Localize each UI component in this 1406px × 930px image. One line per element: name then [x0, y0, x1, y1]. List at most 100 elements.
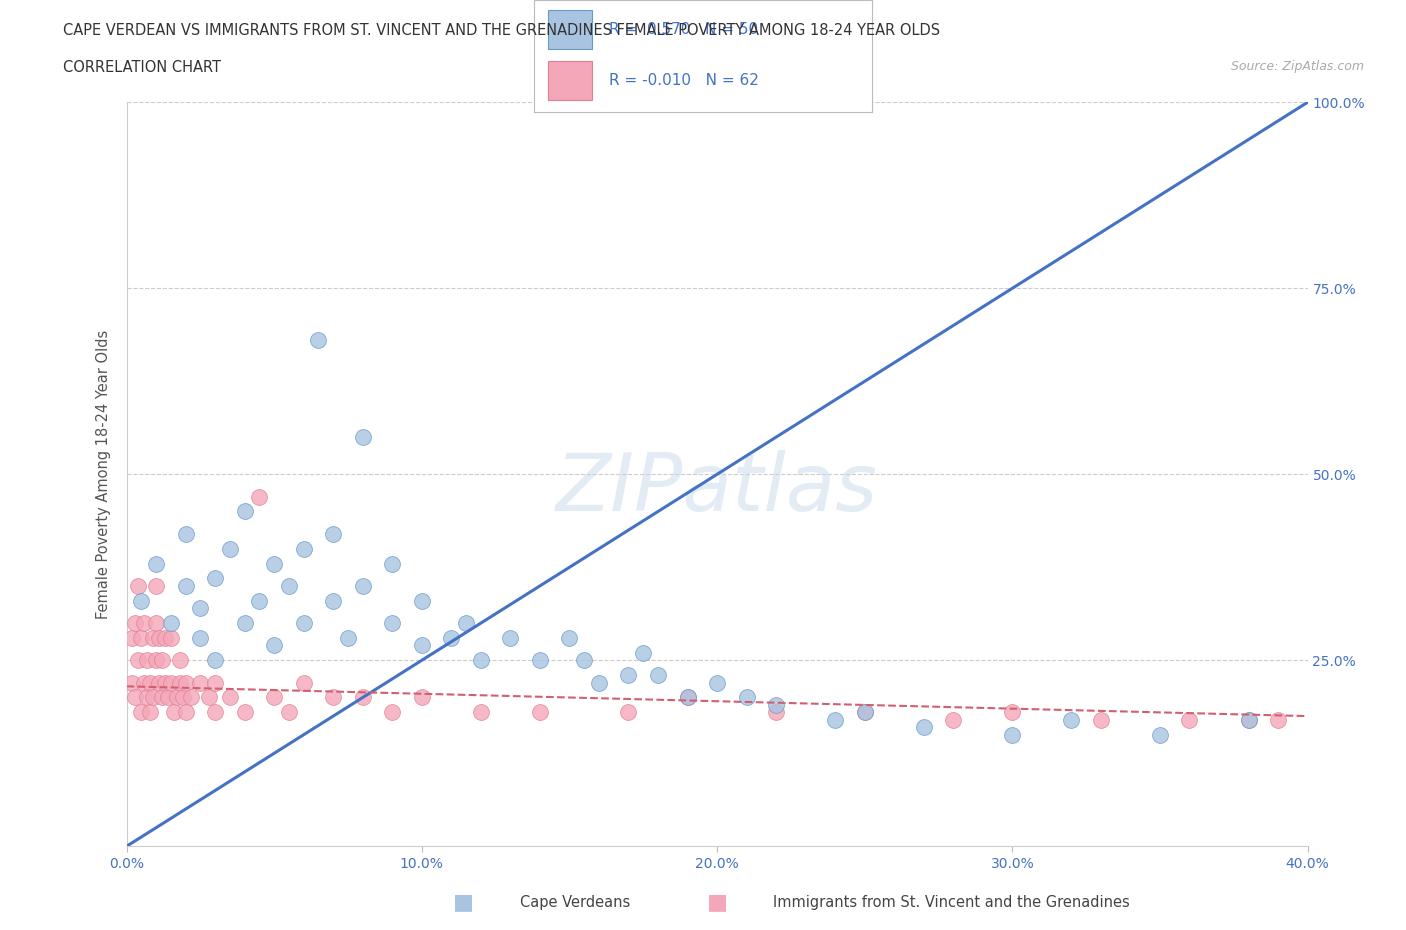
Point — [172, 690, 194, 705]
Point — [129, 631, 153, 645]
Point — [853, 705, 876, 720]
Point — [529, 653, 551, 668]
Point — [1001, 727, 1024, 742]
Point — [263, 690, 285, 705]
Text: R = -0.010   N = 62: R = -0.010 N = 62 — [609, 73, 758, 88]
Point — [381, 556, 404, 571]
Point — [588, 675, 610, 690]
Point — [617, 668, 640, 683]
Point — [352, 690, 374, 705]
Point — [136, 653, 159, 668]
Point — [322, 593, 344, 608]
Point — [136, 690, 159, 705]
Point — [204, 705, 226, 720]
Point — [124, 690, 146, 705]
Point — [411, 690, 433, 705]
Point — [529, 705, 551, 720]
Point — [153, 631, 176, 645]
Point — [1090, 712, 1112, 727]
Point — [1267, 712, 1289, 727]
Point — [159, 616, 183, 631]
Point — [124, 616, 146, 631]
Point — [166, 690, 188, 705]
Point — [735, 690, 758, 705]
Point — [247, 489, 270, 504]
Point — [148, 631, 170, 645]
Point — [233, 616, 256, 631]
Point — [558, 631, 581, 645]
Point — [824, 712, 846, 727]
Point — [352, 578, 374, 593]
Point — [156, 690, 179, 705]
Point — [142, 631, 165, 645]
Point — [174, 675, 197, 690]
Point — [129, 593, 153, 608]
Text: ■: ■ — [454, 892, 474, 912]
Point — [134, 616, 156, 631]
Point — [1149, 727, 1171, 742]
Point — [765, 698, 787, 712]
Point — [381, 705, 404, 720]
Point — [617, 705, 640, 720]
Text: ZIPatlas: ZIPatlas — [555, 450, 879, 528]
Point — [912, 720, 935, 735]
Point — [337, 631, 360, 645]
Point — [1001, 705, 1024, 720]
Point — [204, 653, 226, 668]
Point — [129, 705, 153, 720]
Point — [233, 705, 256, 720]
Point — [150, 653, 173, 668]
Point — [307, 333, 329, 348]
Point — [411, 593, 433, 608]
Point — [440, 631, 463, 645]
Text: CORRELATION CHART: CORRELATION CHART — [63, 60, 221, 75]
Point — [188, 631, 211, 645]
Point — [142, 690, 165, 705]
Point — [204, 571, 226, 586]
Point — [647, 668, 669, 683]
Point — [169, 653, 191, 668]
Point — [454, 616, 477, 631]
Point — [676, 690, 699, 705]
Point — [411, 638, 433, 653]
Point — [180, 690, 202, 705]
Point — [706, 675, 728, 690]
Point — [574, 653, 596, 668]
Bar — [548, 10, 592, 49]
Point — [278, 578, 301, 593]
Point — [139, 675, 162, 690]
Point — [198, 690, 221, 705]
Point — [159, 675, 183, 690]
Point — [127, 653, 149, 668]
Point — [631, 645, 654, 660]
Point — [233, 504, 256, 519]
Point — [139, 705, 162, 720]
Point — [134, 675, 156, 690]
Point — [381, 616, 404, 631]
Point — [263, 556, 285, 571]
Point — [499, 631, 522, 645]
Point — [121, 631, 143, 645]
Text: R =  0.570   N = 50: R = 0.570 N = 50 — [609, 22, 758, 37]
Point — [263, 638, 285, 653]
Point — [292, 616, 315, 631]
Point — [145, 616, 167, 631]
Text: Immigrants from St. Vincent and the Grenadines: Immigrants from St. Vincent and the Gren… — [773, 895, 1130, 910]
Point — [1060, 712, 1083, 727]
Point — [145, 556, 167, 571]
Point — [292, 541, 315, 556]
Text: CAPE VERDEAN VS IMMIGRANTS FROM ST. VINCENT AND THE GRENADINES FEMALE POVERTY AM: CAPE VERDEAN VS IMMIGRANTS FROM ST. VINC… — [63, 23, 941, 38]
Point — [219, 541, 242, 556]
Point — [765, 705, 787, 720]
Point — [1178, 712, 1201, 727]
Point — [292, 675, 315, 690]
Point — [148, 675, 170, 690]
Text: Cape Verdeans: Cape Verdeans — [520, 895, 630, 910]
Point — [204, 675, 226, 690]
Point — [127, 578, 149, 593]
Point — [322, 526, 344, 541]
Text: Source: ZipAtlas.com: Source: ZipAtlas.com — [1230, 60, 1364, 73]
Point — [247, 593, 270, 608]
Point — [150, 690, 173, 705]
Point — [1237, 712, 1260, 727]
